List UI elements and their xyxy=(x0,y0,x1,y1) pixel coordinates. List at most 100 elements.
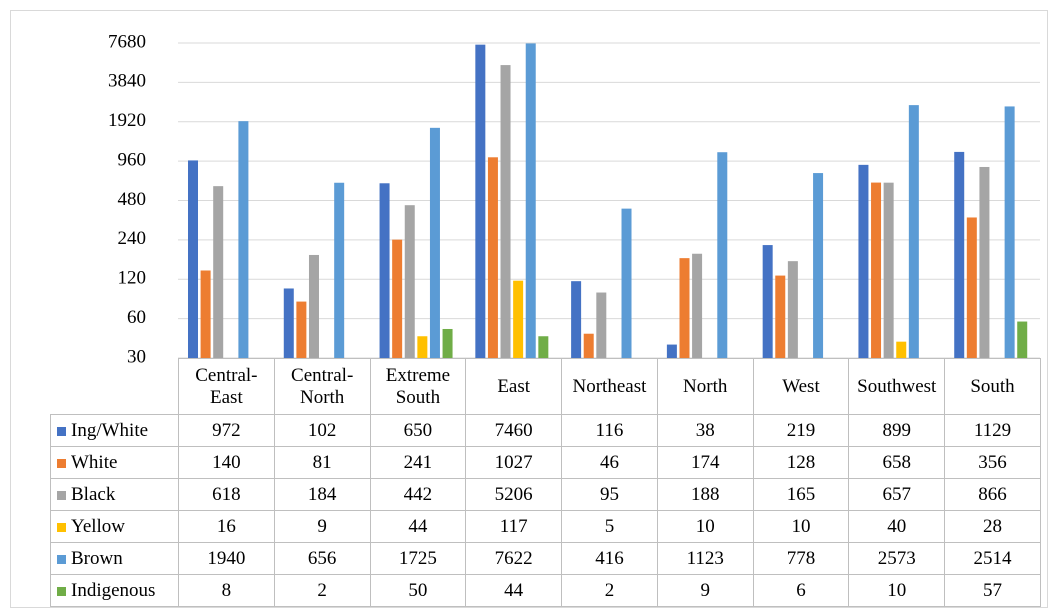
legend-key xyxy=(57,586,66,596)
table-value: 1940 xyxy=(178,542,275,575)
legend-label: Brown xyxy=(71,547,123,569)
legend-label: Ing/White xyxy=(71,419,149,441)
table-value: 44 xyxy=(465,574,563,607)
table-value: 10 xyxy=(848,574,946,607)
bar xyxy=(525,43,536,358)
table-value: 44 xyxy=(369,510,467,543)
legend-label: Yellow xyxy=(71,515,126,537)
bar xyxy=(238,121,249,358)
series-row: Brown 1940 656 1725 7622 416 1123 778 2573 2514 xyxy=(50,542,1041,575)
category-label: Central-North xyxy=(273,358,371,415)
bar xyxy=(200,270,211,358)
y-tick-label: 30 xyxy=(127,346,146,367)
bar xyxy=(429,127,440,358)
table-value: 618 xyxy=(178,478,275,511)
table-value: 5206 xyxy=(465,478,563,511)
table-value: 10 xyxy=(752,510,850,543)
table-value: 81 xyxy=(273,446,371,479)
table-value: 165 xyxy=(752,478,850,511)
table-value: 38 xyxy=(656,414,754,447)
legend-label: Black xyxy=(71,483,116,505)
table-value: 116 xyxy=(561,414,658,447)
table-value: 128 xyxy=(752,446,850,479)
table-value: 866 xyxy=(944,478,1041,511)
table-value: 16 xyxy=(178,510,275,543)
table-value: 50 xyxy=(369,574,467,607)
bar xyxy=(392,239,403,358)
bar xyxy=(442,328,453,358)
bar xyxy=(717,152,728,358)
blank-cell xyxy=(51,359,179,415)
table-value: 241 xyxy=(369,446,467,479)
bar xyxy=(404,205,415,358)
table-value: 95 xyxy=(561,478,658,511)
category-label: Central-East xyxy=(178,358,275,415)
bar xyxy=(908,105,919,358)
category-label: West xyxy=(752,358,850,415)
table-value: 416 xyxy=(561,542,658,575)
legend-label: Indigenous xyxy=(71,579,156,601)
legend-key xyxy=(57,458,66,468)
table-value: 1129 xyxy=(944,414,1041,447)
table-value: 2 xyxy=(561,574,658,607)
table-value: 57 xyxy=(944,574,1041,607)
table-value: 656 xyxy=(273,542,371,575)
y-tick-label: 960 xyxy=(118,149,147,170)
table-value: 7622 xyxy=(465,542,563,575)
table-value: 40 xyxy=(848,510,946,543)
bar xyxy=(954,151,965,358)
bar xyxy=(1004,106,1015,358)
bar xyxy=(896,341,907,358)
series-row: Indigenous 8 2 50 44 2 9 6 10 57 xyxy=(50,574,1041,607)
bar xyxy=(813,173,824,358)
table-value: 117 xyxy=(465,510,563,543)
table-value: 2573 xyxy=(848,542,946,575)
table-value: 1123 xyxy=(656,542,754,575)
bar xyxy=(213,186,224,358)
bar xyxy=(500,65,511,358)
table-value: 219 xyxy=(752,414,850,447)
data-table: Central-East Central-North Extreme South Ea… xyxy=(50,358,1041,607)
category-label: Extreme South xyxy=(369,358,467,415)
category-label: North xyxy=(656,358,754,415)
table-value: 174 xyxy=(656,446,754,479)
table-value: 778 xyxy=(752,542,850,575)
y-tick-label: 3840 xyxy=(108,71,146,92)
category-label: Northeast xyxy=(561,358,658,415)
series-row: Ing/White 972 102 650 7460 116 38 219 899 1129 xyxy=(50,414,1041,447)
series-row: Black 618 184 442 5206 95 188 165 657 866 xyxy=(50,478,1041,511)
bar xyxy=(379,183,390,358)
bar xyxy=(283,288,294,358)
legend-entry: Ing/White xyxy=(50,414,179,447)
bar xyxy=(666,344,677,358)
header-row: Central-East Central-North Extreme South Ea… xyxy=(51,358,1041,415)
table-value: 9 xyxy=(656,574,754,607)
table-value: 658 xyxy=(848,446,946,479)
bar xyxy=(334,182,345,358)
table-value: 102 xyxy=(273,414,371,447)
table-value: 10 xyxy=(656,510,754,543)
bar xyxy=(858,164,869,358)
table-value: 1027 xyxy=(465,446,563,479)
legend-key xyxy=(57,554,66,564)
y-tick-label: 7680 xyxy=(108,31,146,52)
table-value: 442 xyxy=(369,478,467,511)
table-value: 972 xyxy=(178,414,275,447)
y-tick-label: 120 xyxy=(118,268,147,289)
table-value: 28 xyxy=(944,510,1041,543)
series-row: White 140 81 241 1027 46 174 128 658 356 xyxy=(50,446,1041,479)
chart-frame xyxy=(10,10,1048,608)
legend-entry: Indigenous xyxy=(50,574,179,607)
bar xyxy=(475,44,486,358)
bar xyxy=(883,182,894,358)
bar xyxy=(596,292,607,358)
bar xyxy=(762,245,773,358)
bar xyxy=(966,217,977,358)
table-value: 6 xyxy=(752,574,850,607)
legend-entry: Brown xyxy=(50,542,179,575)
bar xyxy=(487,157,498,358)
legend-key xyxy=(57,522,66,532)
table-value: 650 xyxy=(369,414,467,447)
table-value: 5 xyxy=(561,510,658,543)
